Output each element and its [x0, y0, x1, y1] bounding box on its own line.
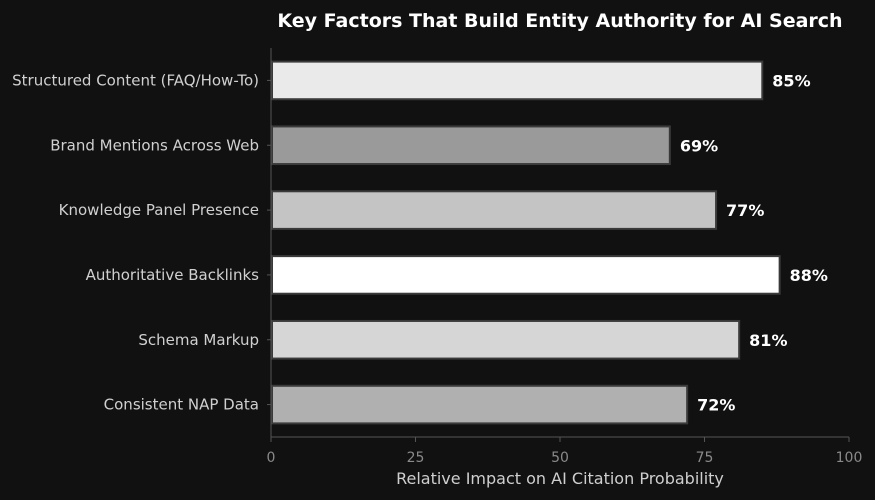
value-label-1: 69% — [680, 136, 718, 155]
x-tick-label-4: 100 — [836, 450, 863, 466]
bar-group — [271, 60, 781, 425]
category-label-0: Structured Content (FAQ/How-To) — [12, 71, 259, 89]
chart-title: Key Factors That Build Entity Authority … — [277, 10, 842, 32]
value-label-4: 81% — [749, 331, 787, 350]
value-label-2: 77% — [726, 201, 764, 220]
category-label-5: Consistent NAP Data — [104, 396, 259, 414]
value-labels: 85% 69% 77% 88% 81% 72% — [680, 71, 828, 414]
bar-5 — [271, 384, 689, 425]
x-tick-label-1: 25 — [407, 450, 425, 466]
bar-0 — [271, 60, 764, 101]
category-label-2: Knowledge Panel Presence — [59, 201, 259, 219]
x-tick-label-3: 75 — [696, 450, 714, 466]
category-labels: Structured Content (FAQ/How-To) Brand Men… — [12, 71, 259, 413]
x-axis-label: Relative Impact on AI Citation Probabili… — [396, 469, 724, 488]
bar-2 — [271, 190, 718, 230]
bar-1 — [271, 125, 671, 166]
bar-4 — [271, 319, 741, 360]
category-label-3: Authoritative Backlinks — [86, 266, 260, 284]
value-label-5: 72% — [697, 396, 735, 415]
value-label-3: 88% — [790, 266, 828, 285]
category-label-1: Brand Mentions Across Web — [50, 136, 259, 154]
x-axis-ticks: 0 25 50 75 100 — [267, 79, 863, 466]
bar-3 — [271, 255, 781, 295]
value-label-0: 85% — [772, 71, 810, 90]
x-tick-label-0: 0 — [267, 450, 276, 466]
category-label-4: Schema Markup — [138, 331, 259, 349]
x-tick-label-2: 50 — [551, 450, 569, 466]
